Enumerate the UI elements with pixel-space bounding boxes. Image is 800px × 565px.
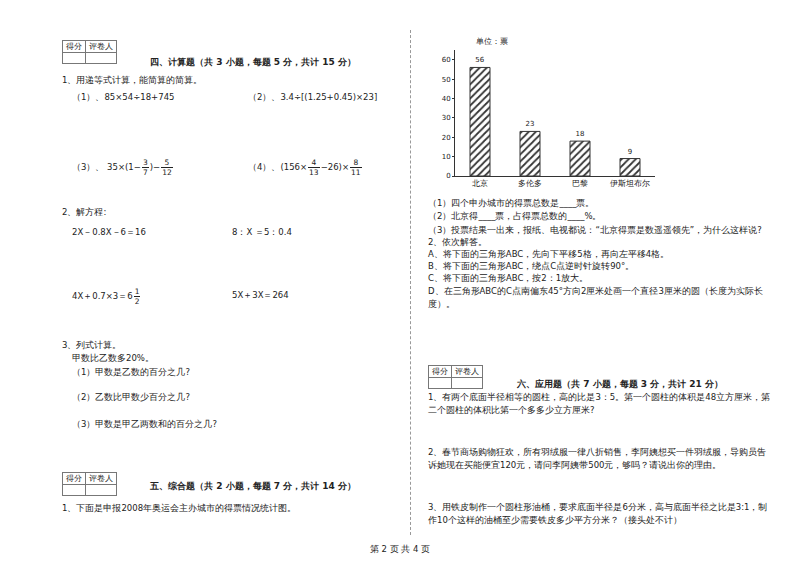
html-text:A、将下面的三角形ABC，先向下平移5格，再向左平移4格。: A、将下面的三角形ABC，先向下平移5格，再向左平移4格。 — [428, 249, 670, 259]
svg-text:北京: 北京 — [472, 179, 488, 188]
svg-text:巴黎: 巴黎 — [572, 179, 588, 188]
svg-text:18: 18 — [576, 130, 585, 138]
html-text:评卷人: 评卷人 — [89, 42, 113, 51]
svg-text:56: 56 — [475, 56, 484, 64]
html-text:五、综合题（共 2 小题，每题 7 分，共计 14 分）: 五、综合题（共 2 小题，每题 7 分，共计 14 分） — [150, 481, 356, 491]
html-text:（2）、3.4÷[(1.25+0.45)×23]: （2）、3.4÷[(1.25+0.45)×23] — [248, 92, 378, 102]
html-text:（1）甲数是乙数的百分之几?: （1）甲数是乙数的百分之几? — [72, 367, 190, 377]
html-text:7: 7 — [142, 168, 148, 177]
html-text:1、用递等式计算，能简算的简算。: 1、用递等式计算，能简算的简算。 — [62, 75, 203, 85]
html-text:2、依次解答。: 2、依次解答。 — [428, 237, 488, 247]
html-text:得分: 得分 — [432, 367, 448, 376]
html-text:（3）甲数是甲乙两数和的百分之几?: （3）甲数是甲乙两数和的百分之几? — [72, 419, 217, 429]
html-text:4X＋0.7×3＝6: 4X＋0.7×3＝6 — [72, 291, 133, 301]
html-text:第 2 页 共 4 页: 第 2 页 共 4 页 — [369, 544, 431, 554]
html-text:13: 13 — [309, 168, 319, 177]
html-text:（2）乙数比甲数少百分之几?: （2）乙数比甲数少百分之几? — [72, 392, 190, 402]
svg-text:多伦多: 多伦多 — [518, 179, 542, 188]
html-text:1、下面是申报2008年奥运会主办城市的得票情况统计图。: 1、下面是申报2008年奥运会主办城市的得票情况统计图。 — [62, 503, 296, 513]
html-text:C、将下面的三角形ABC，按2：1放大。: C、将下面的三角形ABC，按2：1放大。 — [428, 273, 589, 283]
html-text:12: 12 — [162, 168, 172, 177]
html-text:得分: 得分 — [66, 474, 82, 483]
svg-text:23: 23 — [526, 120, 535, 128]
html-text:8：X ＝5：0.4: 8：X ＝5：0.4 — [232, 227, 292, 237]
svg-text:伊斯坦布尔: 伊斯坦布尔 — [610, 179, 650, 188]
html-text:（2）北京得____票，占得票总数的____%。: （2）北京得____票，占得票总数的____%。 — [428, 211, 602, 221]
svg-text:单位：票: 单位：票 — [476, 37, 508, 46]
html-text:2、春节商场购物狂欢，所有羽绒服一律八折销售，李阿姨想买一件: 2、春节商场购物狂欢，所有羽绒服一律八折销售，李阿姨想买一件羽绒服，导购员告诉她… — [428, 447, 767, 470]
svg-text:9: 9 — [628, 148, 632, 156]
html-text:得分: 得分 — [66, 42, 82, 51]
html-text:六、应用题（共 7 小题，每题 3 分，共计 21 分）: 六、应用题（共 7 小题，每题 3 分，共计 21 分） — [517, 379, 723, 389]
html-text:2: 2 — [134, 297, 140, 306]
html-text:11: 11 — [351, 168, 361, 177]
html-text:（1）、85×54÷18+745: （1）、85×54÷18+745 — [72, 92, 175, 102]
svg-text:30: 30 — [442, 114, 451, 122]
html-text:（3）、 35×(1−3: （3）、 35×(1−3 — [72, 158, 148, 172]
html-text:D、在三角形ABC的C点南偏东45°方向2厘米处画一个直径3: D、在三角形ABC的C点南偏东45°方向2厘米处画一个直径3厘米的圆（长度为实际… — [428, 286, 763, 309]
html-text:甲数比乙数多20%。: 甲数比乙数多20%。 — [72, 353, 154, 363]
svg-text:60: 60 — [442, 56, 451, 64]
html-text:评卷人: 评卷人 — [89, 474, 113, 483]
html-text:（1）四个申办城市的得票总数是____票。: （1）四个申办城市的得票总数是____票。 — [428, 198, 595, 208]
html-text:5X＋3X＝264: 5X＋3X＝264 — [232, 290, 289, 300]
svg-text:40: 40 — [442, 95, 451, 103]
html-text:3、用铁皮制作一个圆柱形油桶，要求底面半径是6分米，高与底面: 3、用铁皮制作一个圆柱形油桶，要求底面半径是6分米，高与底面半径之比是3:1，制… — [428, 502, 768, 525]
svg-text:20: 20 — [442, 134, 451, 142]
html-text:)− 5: )− 5 — [149, 158, 170, 172]
svg-text:0: 0 — [446, 172, 450, 180]
html-text:（4）、(156× 4: （4）、(156× 4 — [248, 158, 317, 172]
html-text:1、有两个底面半径相等的圆柱，高的比是3：5。第一个圆柱的体: 1、有两个底面半径相等的圆柱，高的比是3：5。第一个圆柱的体积是48立方厘米，第… — [428, 392, 770, 415]
html-text:2X－0.8X－6＝16: 2X－0.8X－6＝16 — [72, 227, 146, 237]
html-text:（3）投票结果一出来，报纸、电视都说：“北京得票是数遥遥领先: （3）投票结果一出来，报纸、电视都说：“北京得票是数遥遥领先”，为什么这样说? — [428, 225, 762, 235]
html-text:1: 1 — [134, 287, 140, 296]
html-text:3、列式计算。: 3、列式计算。 — [62, 340, 122, 350]
html-text:四、计算题（共 3 小题，每题 5 分，共计 15 分）: 四、计算题（共 3 小题，每题 5 分，共计 15 分） — [150, 57, 356, 67]
html-text:2、解方程:: 2、解方程: — [62, 207, 107, 217]
svg-text:10: 10 — [442, 153, 451, 161]
svg-text:50: 50 — [442, 76, 451, 84]
html-text:评卷人: 评卷人 — [455, 367, 479, 376]
html-text:B、将下面的三角形ABC，绕点C点逆时针旋转90°。: B、将下面的三角形ABC，绕点C点逆时针旋转90°。 — [428, 261, 635, 271]
html-text:−26)×: −26)× — [320, 162, 349, 172]
html-text:8: 8 — [353, 158, 359, 167]
